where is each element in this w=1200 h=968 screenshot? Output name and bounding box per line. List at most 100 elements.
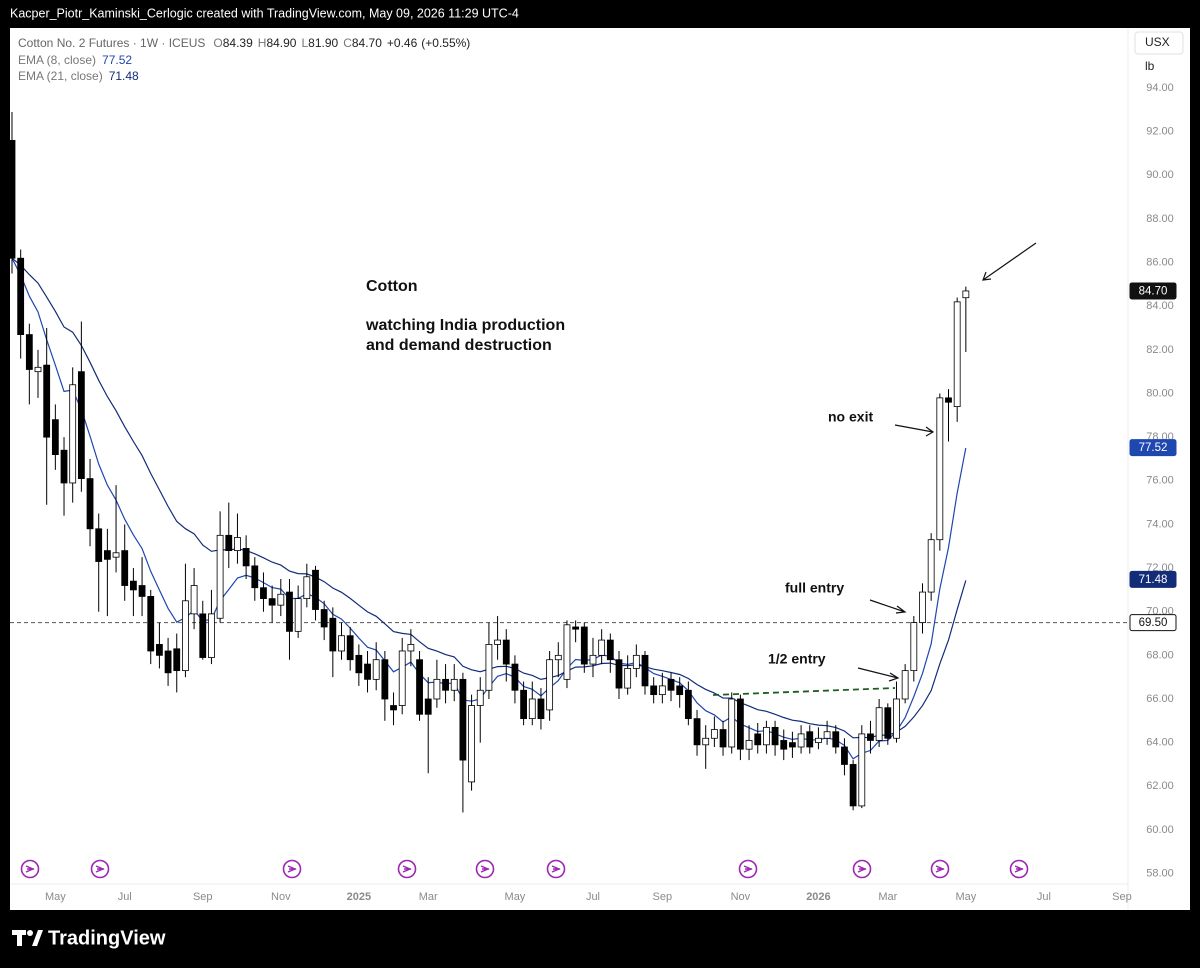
legend-indicator: EMA (21, close) 71.48 [18, 69, 139, 83]
y-tick-label: 62.00 [1146, 780, 1174, 792]
candle-body [485, 644, 493, 691]
candle-body [17, 257, 25, 335]
candle-body [554, 654, 562, 661]
event-icon[interactable] [282, 859, 302, 879]
candle-body [216, 534, 224, 619]
indicator-name: EMA (21, close) [18, 69, 103, 83]
candle-body [43, 364, 51, 438]
y-tick-label: 64.00 [1146, 737, 1174, 749]
event-icon[interactable] [546, 859, 566, 879]
candle-body [893, 698, 900, 739]
candle-body [580, 626, 588, 665]
candle-body [8, 139, 16, 259]
x-tick-label: 2026 [806, 891, 830, 903]
price-label: 69.50 [1139, 617, 1168, 629]
change-percent: (+0.55%) [421, 36, 470, 50]
candle-body [572, 626, 580, 630]
candle-body [754, 733, 762, 746]
x-tick-label: Jul [1037, 891, 1051, 903]
event-icon[interactable] [397, 859, 417, 879]
event-icon[interactable] [475, 859, 495, 879]
candle-body [286, 591, 293, 632]
candle-body [390, 705, 397, 711]
candle-body [936, 397, 944, 541]
candle-body [537, 698, 545, 720]
price-label-box [1129, 570, 1177, 588]
candle-body [736, 698, 744, 750]
candle-body [346, 635, 354, 661]
event-icon[interactable] [90, 859, 110, 879]
candle-body [684, 689, 692, 720]
brand: TradingView [48, 927, 166, 949]
candle-body [849, 764, 857, 807]
candle-body [589, 654, 597, 665]
candle-body [919, 591, 926, 624]
candle-body [702, 737, 710, 746]
candle-body [329, 617, 337, 652]
price-label: 84.70 [1139, 285, 1168, 297]
y-tick-label: 82.00 [1146, 344, 1174, 356]
annotation-no-exit: no exit [828, 409, 873, 425]
candle-body [476, 689, 484, 706]
candle-body [632, 654, 640, 669]
ohlc-value: 84.90 [266, 36, 296, 50]
candle-body [728, 698, 736, 748]
candle-body [771, 726, 779, 746]
candle-body [424, 698, 432, 715]
y-tick-label: 80.00 [1146, 387, 1174, 399]
x-tick-label: Jul [586, 891, 600, 903]
overlay: Cotton watching India production and dem… [365, 242, 1037, 696]
candle-body [780, 740, 788, 750]
candle-body [77, 371, 85, 480]
candle-body [797, 733, 805, 748]
candle-body [312, 569, 319, 610]
candle-body [528, 698, 536, 720]
annotation-body: watching India production [365, 317, 565, 334]
candle-body [260, 587, 267, 600]
annotation-body: and demand destruction [366, 337, 552, 354]
trend-line [712, 687, 896, 696]
candle-body [520, 689, 528, 720]
y-tick-label: 60.00 [1146, 824, 1174, 836]
candle-body [338, 635, 345, 652]
annotation-title: Cotton [366, 278, 418, 295]
candle-body [69, 384, 77, 484]
indicator-value: 77.52 [102, 53, 132, 67]
candle-body [511, 663, 519, 691]
candle-body [450, 678, 458, 691]
currency-box[interactable] [1134, 31, 1184, 55]
ohlc-key: L [301, 36, 308, 50]
candle-body [320, 609, 328, 628]
candle-body [910, 622, 918, 672]
candle-body [234, 537, 241, 552]
candle-body [199, 613, 207, 658]
event-icon[interactable] [1009, 859, 1029, 879]
candle-body [676, 685, 684, 696]
candle-body [962, 290, 970, 299]
y-tick-label: 90.00 [1146, 169, 1174, 181]
candle-body [208, 613, 215, 658]
candle-body [433, 678, 441, 700]
event-icon[interactable] [852, 859, 872, 879]
candle-body [563, 624, 571, 680]
x-tick-label: Sep [193, 891, 213, 903]
candle-body [615, 659, 623, 689]
candle-body [60, 449, 68, 484]
change: +0.46 [387, 36, 418, 50]
candle-body [190, 585, 198, 615]
arrow [869, 599, 907, 614]
legend-indicator: EMA (8, close) 77.52 [18, 53, 132, 67]
y-tick-label: 92.00 [1146, 126, 1174, 138]
event-icon[interactable] [930, 859, 950, 879]
candle-body [693, 718, 701, 746]
candle-body [303, 576, 311, 600]
candle-body [416, 659, 423, 715]
candle-body [381, 659, 389, 700]
event-icon[interactable] [738, 859, 758, 879]
candle-body [138, 585, 146, 597]
candle-body [251, 565, 259, 589]
candle-body [407, 644, 415, 652]
event-icon-arrow [935, 865, 945, 873]
event-icon[interactable] [20, 859, 40, 879]
